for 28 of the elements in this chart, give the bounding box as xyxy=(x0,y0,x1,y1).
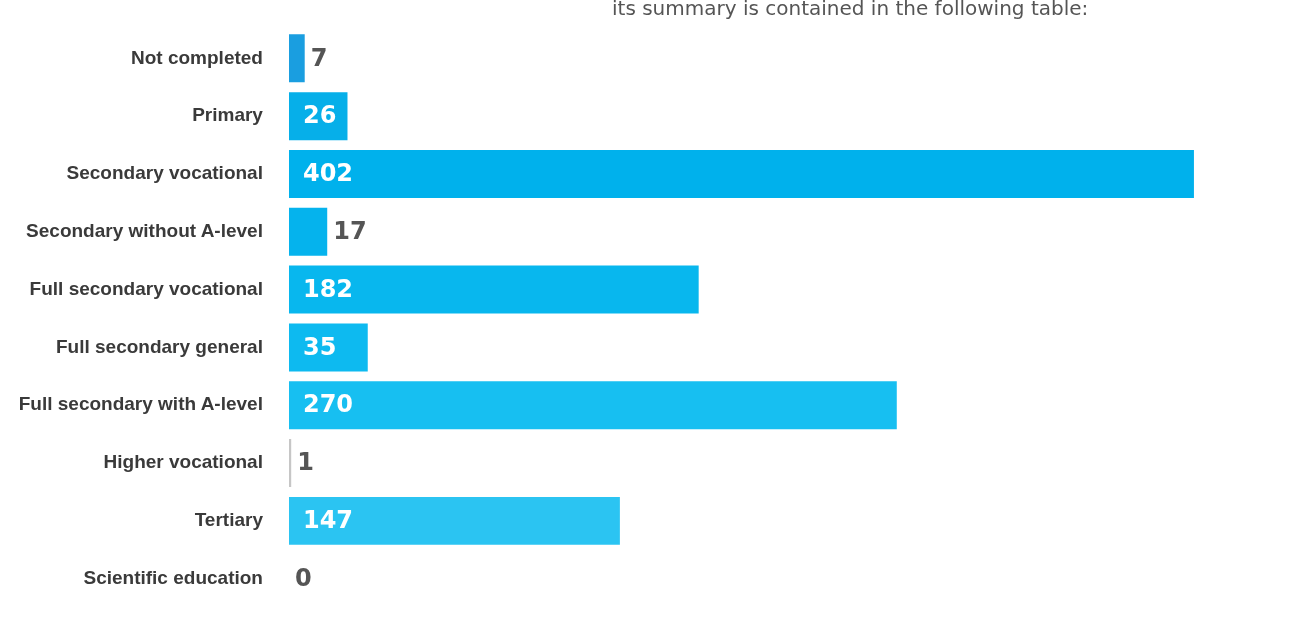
bar xyxy=(288,381,897,430)
text: its summary is contained in the following table: xyxy=(612,0,1089,21)
y-tick-label: Primary xyxy=(192,104,264,126)
bar xyxy=(288,265,699,314)
data-label: 35 xyxy=(302,332,337,361)
data-label: 26 xyxy=(302,101,337,130)
data-label: 0 xyxy=(294,563,312,592)
y-tick-label: Full secondary general xyxy=(55,335,263,357)
data-label: 182 xyxy=(302,274,354,303)
data-label: 17 xyxy=(333,217,367,245)
y-tick-label: Secondary vocational xyxy=(66,162,263,184)
y-tick-label: Higher vocational xyxy=(103,451,263,473)
data-label: 7 xyxy=(310,43,328,72)
y-tick-label: Not completed xyxy=(131,46,263,68)
bar xyxy=(288,207,328,256)
y-tick-label: Full secondary vocational xyxy=(29,277,263,299)
y-tick-label: Secondary without A-level xyxy=(26,220,263,241)
data-label: 147 xyxy=(302,506,354,535)
bar xyxy=(288,34,305,83)
bar xyxy=(288,496,620,545)
y-tick-label: Tertiary xyxy=(194,509,264,531)
y-tick-label: Full secondary with A-level xyxy=(18,393,263,415)
data-label: 402 xyxy=(302,159,354,188)
y-tick-label: Scientific education xyxy=(83,566,263,588)
data-label: 1 xyxy=(297,448,314,477)
bar xyxy=(288,323,368,372)
data-label: 270 xyxy=(302,390,354,419)
bar xyxy=(288,149,1194,198)
